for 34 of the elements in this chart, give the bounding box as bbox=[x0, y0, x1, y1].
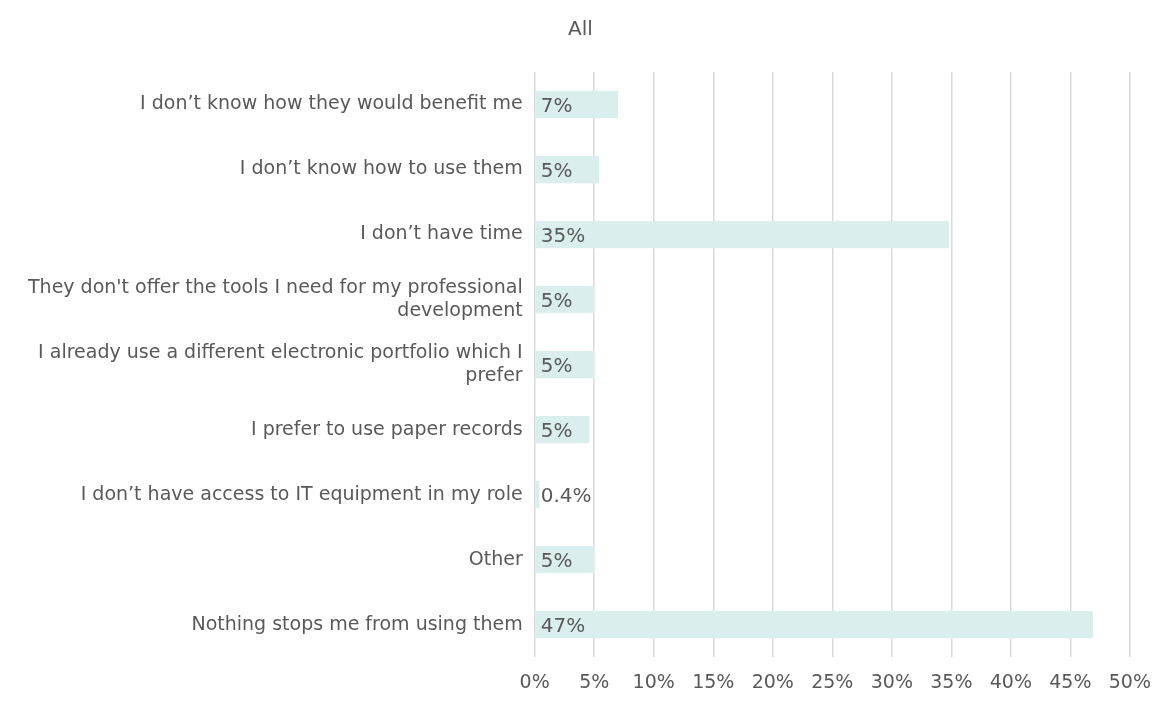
data-label: 5% bbox=[540, 287, 573, 312]
bar bbox=[535, 480, 540, 509]
x-tick-label: 35% bbox=[930, 669, 973, 692]
x-tick-label: 25% bbox=[811, 669, 854, 692]
y-tick-label: I don’t have time bbox=[360, 221, 523, 244]
x-tick-label: 0% bbox=[519, 669, 550, 692]
bar bbox=[535, 611, 1093, 639]
y-tick-label: I don’t know how to use them bbox=[239, 156, 523, 179]
data-label: 47% bbox=[540, 612, 586, 637]
x-tick-label: 10% bbox=[632, 669, 675, 692]
data-label: 5% bbox=[540, 157, 573, 182]
y-tick-label: They don't offer the tools I need for my professional development bbox=[26, 275, 523, 320]
x-tick-label: 30% bbox=[870, 669, 913, 692]
data-label: 0.4% bbox=[540, 482, 592, 507]
y-tick-label: I prefer to use paper records bbox=[250, 416, 523, 439]
chart-title: All bbox=[568, 16, 593, 41]
y-tick-label: I don’t have access to IT equipment in my role bbox=[80, 481, 523, 504]
y-tick-label: Nothing stops me from using them bbox=[191, 611, 523, 634]
y-tick-label: I don’t know how they would benefit me bbox=[140, 91, 523, 114]
y-tick-label: I already use a different electronic portfolio which I prefer bbox=[38, 340, 523, 385]
y-tick-label: Other bbox=[468, 546, 523, 569]
data-label: 35% bbox=[540, 222, 586, 247]
x-tick-label: 50% bbox=[1108, 669, 1151, 692]
bar bbox=[535, 90, 619, 119]
x-tick-label: 45% bbox=[1049, 669, 1092, 692]
data-label: 5% bbox=[540, 417, 573, 442]
x-tick-label: 5% bbox=[579, 669, 610, 692]
data-label: 5% bbox=[540, 547, 573, 572]
x-tick-label: 15% bbox=[692, 669, 735, 692]
x-tick-label: 20% bbox=[751, 669, 794, 692]
data-label: 7% bbox=[540, 92, 573, 117]
x-tick-label: 40% bbox=[989, 669, 1032, 692]
bar bbox=[535, 220, 949, 249]
data-label: 5% bbox=[540, 352, 573, 377]
